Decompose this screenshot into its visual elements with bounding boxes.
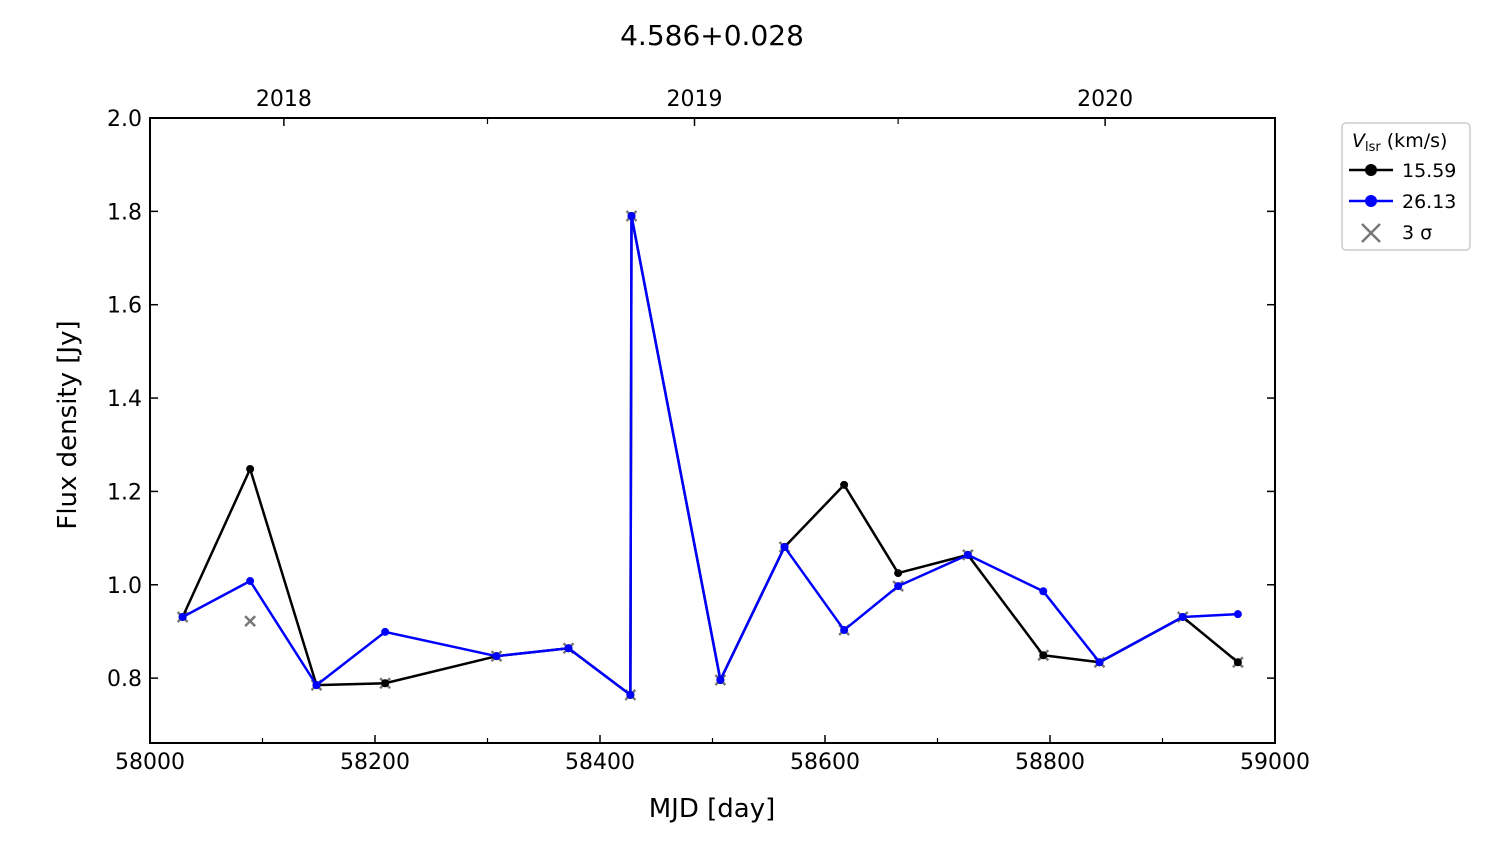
x-tick-label: 58400 [565, 750, 635, 775]
data-point-26.13 [963, 550, 972, 559]
x-tick-label: 58000 [115, 750, 185, 775]
y-tick-label: 2.0 [107, 107, 142, 132]
data-point-26.13 [627, 212, 636, 221]
plot-frame [149, 117, 1276, 744]
data-point-26.13 [178, 612, 187, 621]
x-tick-label: 58200 [340, 750, 410, 775]
data-point-26.13 [840, 626, 849, 635]
y-axis-label: Flux density [Jy] [53, 320, 83, 529]
data-point-15.59 [840, 480, 849, 489]
y-tick-label: 1.4 [107, 387, 142, 412]
data-point-26.13 [716, 675, 725, 684]
y-tick-label: 1.8 [107, 200, 142, 225]
data-point-15.59 [894, 569, 903, 578]
top-tick-label: 2019 [667, 87, 723, 112]
chart-title: 4.586+0.028 [620, 19, 804, 52]
data-point-26.13 [1039, 587, 1048, 596]
data-point-26.13 [894, 582, 903, 591]
series-line-26.13 [182, 214, 1238, 697]
top-tick-label: 2020 [1077, 87, 1133, 112]
cross-stroke [244, 615, 257, 628]
top-tick-label: 2018 [256, 87, 312, 112]
legend-label-series-1: 26.13 [1402, 191, 1456, 213]
legend-marker-black [1365, 164, 1377, 176]
legend-title-sub: lsr [1365, 140, 1381, 155]
sigma-cross-marker [244, 615, 257, 628]
svg-text:Vlsr (km/s): Vlsr (km/s) [1352, 130, 1447, 155]
legend-cross-icon [1361, 223, 1381, 243]
legend-title-rest: (km/s) [1381, 130, 1448, 152]
data-point-26.13 [492, 652, 501, 661]
data-point-26.13 [312, 681, 321, 690]
x-tick-label: 59000 [1240, 750, 1310, 775]
y-tick-label: 1.0 [107, 574, 142, 599]
legend-marker-blue [1365, 195, 1377, 207]
data-point-26.13 [1095, 658, 1104, 667]
y-tick-label: 0.8 [107, 667, 142, 692]
y-tick-label: 1.6 [107, 294, 142, 319]
data-point-15.59 [1233, 658, 1242, 667]
data-point-26.13 [780, 542, 789, 551]
data-point-15.59 [246, 465, 255, 474]
data-point-26.13 [1178, 612, 1187, 621]
x-axis-label: MJD [day] [649, 794, 776, 824]
data-point-15.59 [1039, 651, 1048, 660]
legend-label-sigma: 3 σ [1402, 222, 1432, 244]
data-point-26.13 [626, 690, 635, 699]
data-point-26.13 [564, 644, 573, 653]
y-tick-label: 1.2 [107, 480, 142, 505]
x-tick-label: 58800 [1015, 750, 1085, 775]
data-point-26.13 [1233, 610, 1242, 619]
legend-label-series-0: 15.59 [1402, 160, 1456, 182]
legend: Vlsr (km/s) 15.59 26.13 3 σ [1341, 122, 1471, 251]
legend-title-v: V [1352, 130, 1367, 152]
data-point-26.13 [381, 627, 390, 636]
data-point-15.59 [381, 679, 390, 688]
x-tick-label: 58600 [790, 750, 860, 775]
data-point-26.13 [246, 577, 255, 586]
